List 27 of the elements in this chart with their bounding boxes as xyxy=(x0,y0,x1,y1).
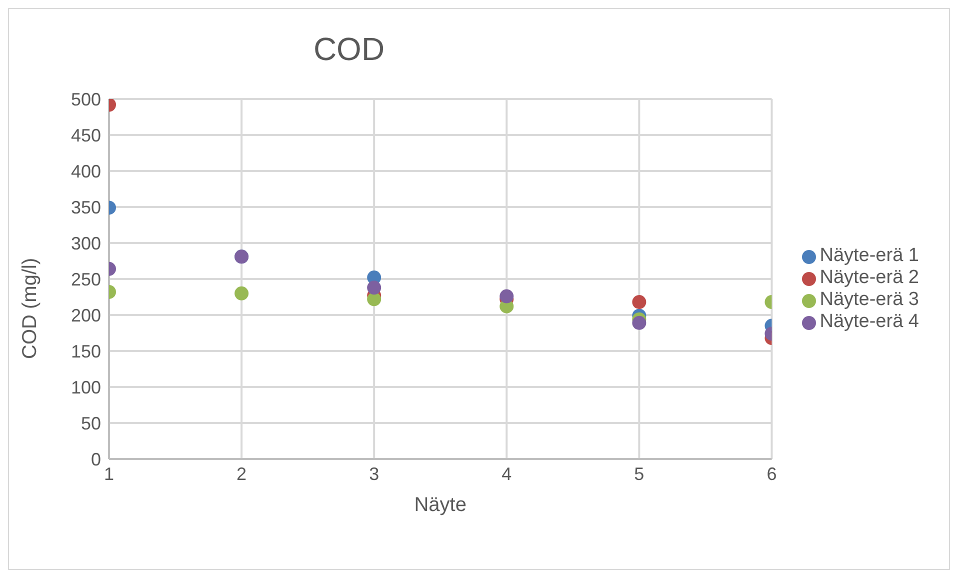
y-tick-label: 0 xyxy=(90,449,101,470)
chart-title: COD xyxy=(312,31,386,68)
legend-label: Näyte-erä 4 xyxy=(820,311,919,332)
y-tick-label: 50 xyxy=(80,413,101,434)
point xyxy=(500,289,514,304)
y-tick-label: 500 xyxy=(70,89,101,110)
y-axis-title: COD (mg/l) xyxy=(19,258,42,359)
x-tick-label: 5 xyxy=(634,464,644,484)
x-axis-title: Näyte xyxy=(414,494,466,516)
point xyxy=(367,292,382,306)
legend-label: Näyte-erä 1 xyxy=(820,245,919,266)
y-tick-label: 250 xyxy=(70,269,101,290)
y-tick-label: 350 xyxy=(70,197,101,218)
x-tick-label: 4 xyxy=(502,464,512,484)
x-tick-label: 3 xyxy=(369,464,380,484)
legend-label: Näyte-erä 2 xyxy=(820,267,919,288)
point xyxy=(367,280,382,295)
y-tick-label: 200 xyxy=(70,305,101,326)
legend-label: Näyte-erä 3 xyxy=(820,289,919,310)
x-tick-label: 6 xyxy=(766,464,777,484)
y-tick-label: 300 xyxy=(70,233,101,254)
x-tick-label: 2 xyxy=(236,464,247,484)
y-tick-label: 400 xyxy=(70,161,101,182)
x-tick-label: 1 xyxy=(104,464,114,484)
y-tick-label: 450 xyxy=(70,125,101,146)
y-tick-label: 150 xyxy=(70,341,101,362)
y-tick-label: 100 xyxy=(70,377,101,398)
